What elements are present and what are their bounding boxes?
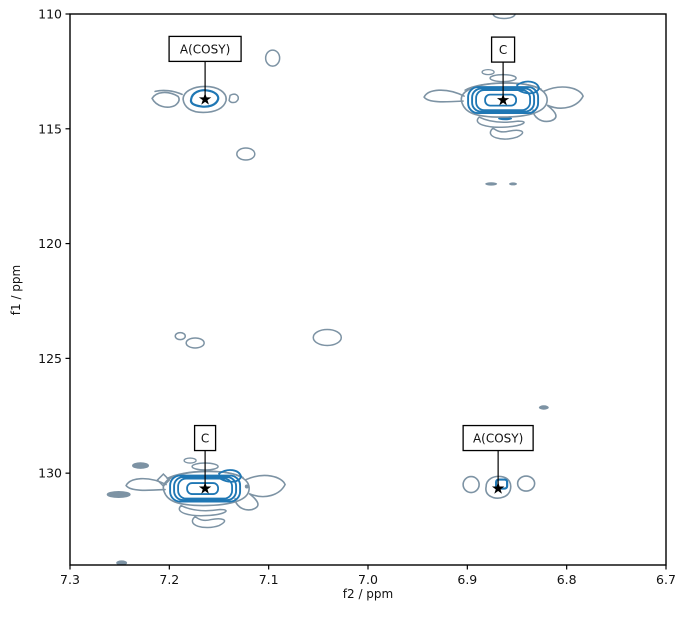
minor-contour xyxy=(538,405,549,410)
minor-contour xyxy=(116,560,128,565)
contour-cluster xyxy=(151,85,239,114)
peak-marker-star xyxy=(198,92,212,105)
peak-marker-star xyxy=(198,482,212,494)
y-tick-label: 120 xyxy=(38,236,62,251)
minor-contour xyxy=(244,484,249,489)
minor-contour xyxy=(132,462,150,469)
minor-contour xyxy=(185,337,205,349)
minor-contour xyxy=(106,491,131,499)
minor-contour xyxy=(509,182,518,186)
minor-contour xyxy=(492,14,516,20)
peak-annotation-box xyxy=(168,35,242,63)
minor-contour xyxy=(236,147,256,161)
y-axis-label: f1 / ppm xyxy=(9,264,23,316)
peak-label: A(COSY) xyxy=(180,42,230,56)
minor-contour xyxy=(485,182,498,186)
x-tick-label: 6.9 xyxy=(457,572,477,587)
minor-contour xyxy=(264,49,281,67)
minor-contour xyxy=(174,331,187,341)
y-tick-label: 110 xyxy=(38,7,62,22)
peak-annotation-box xyxy=(193,424,217,452)
x-tick-label: 7.3 xyxy=(60,572,80,587)
minor-contour xyxy=(156,472,171,488)
x-tick-label: 7.2 xyxy=(159,572,179,587)
x-tick-label: 7.0 xyxy=(358,572,378,587)
y-tick-label: 130 xyxy=(38,466,62,481)
peak-label: C xyxy=(499,43,507,57)
peak-annotation-box xyxy=(490,36,516,63)
contour-cluster xyxy=(462,475,536,499)
x-axis-label: f2 / ppm xyxy=(342,587,394,601)
minor-contour xyxy=(312,328,343,347)
x-tick-label: 6.8 xyxy=(557,572,577,587)
y-tick-label: 125 xyxy=(38,351,62,366)
peak-annotation-box xyxy=(462,424,534,452)
peak-marker-star xyxy=(491,482,505,494)
y-tick-label: 115 xyxy=(38,121,62,136)
x-tick-label: 7.1 xyxy=(259,572,279,587)
peak-label: A(COSY) xyxy=(473,432,523,446)
peak-label: C xyxy=(201,432,209,446)
contour-layer xyxy=(106,14,584,565)
x-tick-label: 6.7 xyxy=(656,572,676,587)
peak-marker-star xyxy=(496,93,510,106)
